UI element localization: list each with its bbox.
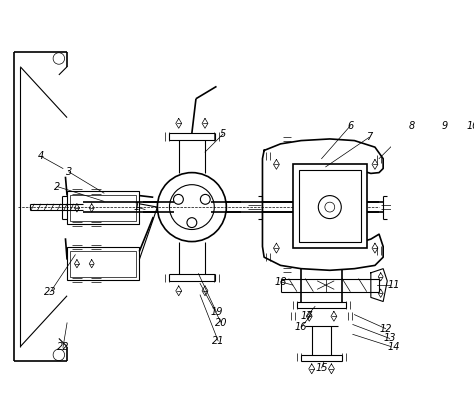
Text: 15: 15 bbox=[315, 363, 328, 373]
Text: 17: 17 bbox=[301, 311, 313, 321]
Text: 4: 4 bbox=[37, 151, 44, 161]
Bar bbox=[70, 195, 136, 221]
Text: 10: 10 bbox=[466, 121, 474, 131]
Circle shape bbox=[307, 400, 337, 415]
Text: 16: 16 bbox=[295, 322, 307, 332]
Text: 9: 9 bbox=[442, 121, 448, 131]
Bar bbox=[299, 170, 361, 242]
Text: 20: 20 bbox=[215, 318, 228, 328]
Text: 8: 8 bbox=[409, 121, 415, 131]
Text: 18: 18 bbox=[274, 277, 287, 287]
Text: 21: 21 bbox=[212, 336, 224, 346]
Text: 1: 1 bbox=[134, 202, 140, 212]
Text: 14: 14 bbox=[388, 342, 400, 352]
Polygon shape bbox=[263, 139, 383, 270]
Text: 12: 12 bbox=[379, 324, 392, 334]
Text: 6: 6 bbox=[347, 121, 354, 131]
Text: 23: 23 bbox=[45, 287, 57, 297]
Text: 13: 13 bbox=[383, 333, 396, 344]
Bar bbox=[67, 247, 139, 280]
Text: 22: 22 bbox=[57, 342, 69, 352]
Text: 11: 11 bbox=[388, 280, 400, 290]
Text: 5: 5 bbox=[220, 129, 226, 139]
Text: 19: 19 bbox=[210, 307, 223, 317]
Text: 2: 2 bbox=[54, 182, 60, 192]
Bar bbox=[293, 164, 367, 248]
Text: 7: 7 bbox=[366, 132, 372, 142]
Text: 3: 3 bbox=[65, 167, 72, 177]
Bar bbox=[70, 251, 136, 277]
Bar bbox=[67, 191, 139, 225]
